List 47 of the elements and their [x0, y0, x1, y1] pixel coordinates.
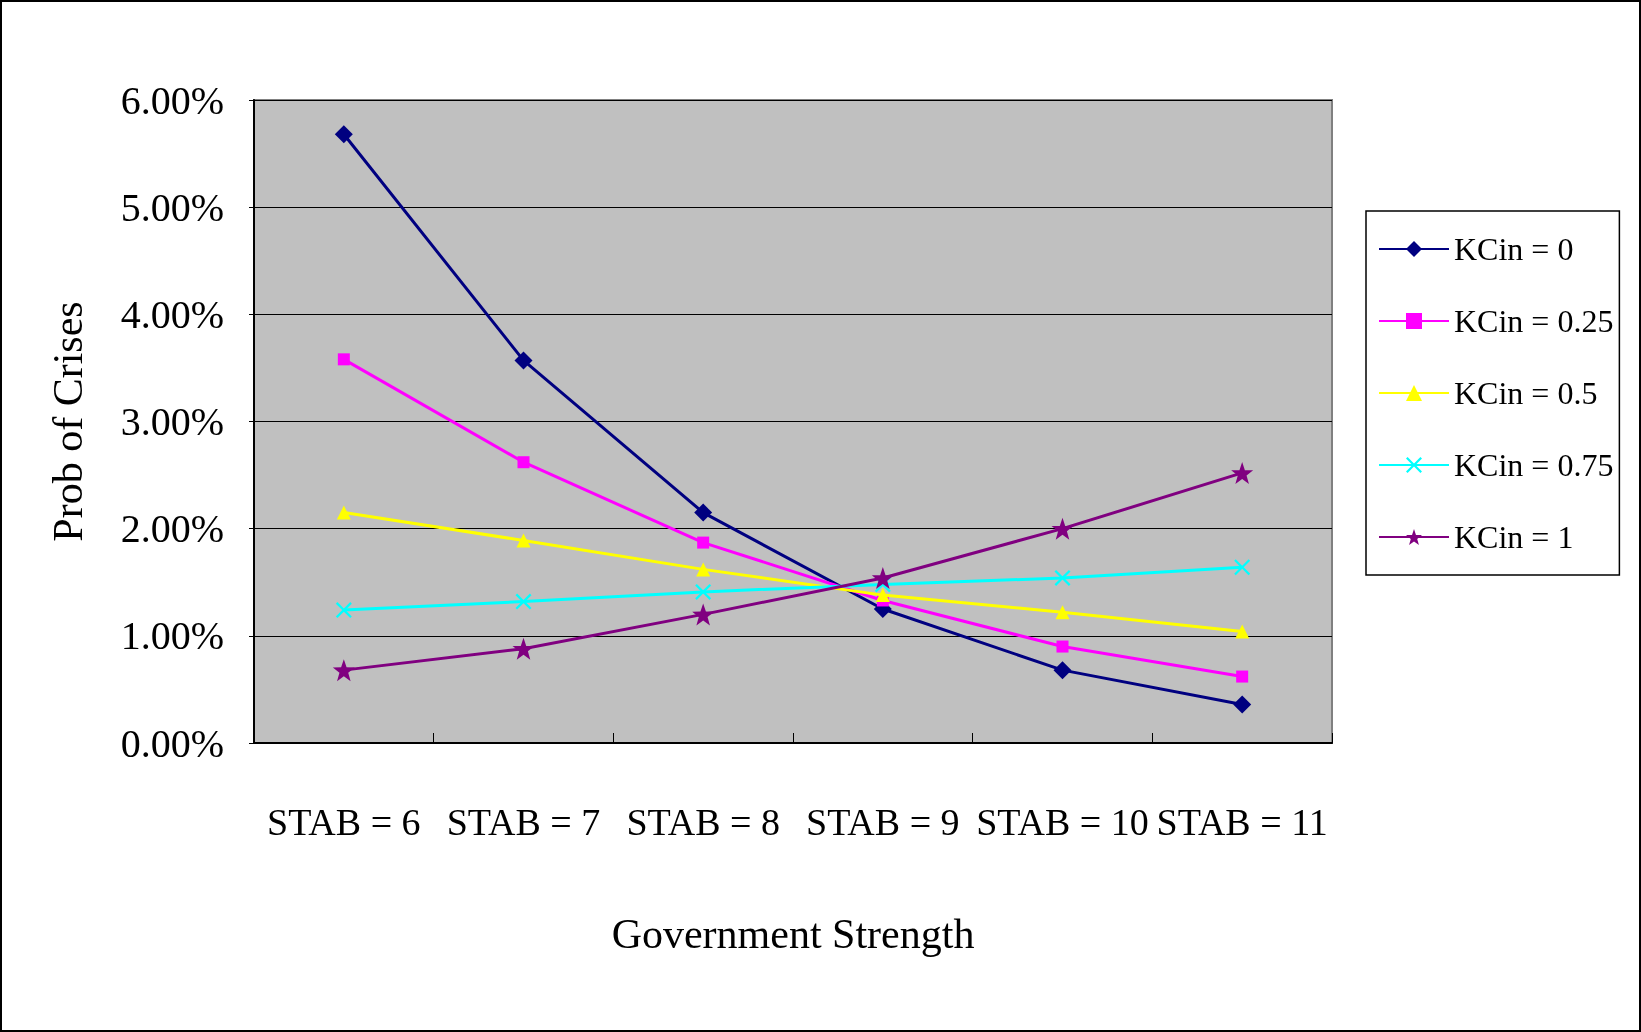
- point: [875, 588, 890, 603]
- y-tick-label: 1.00%: [120, 613, 224, 659]
- point: [696, 562, 711, 577]
- point: [1055, 605, 1070, 620]
- y-tick-label: 0.00%: [120, 720, 224, 766]
- point: [337, 353, 350, 366]
- legend-label: KCin = 0: [1454, 231, 1574, 267]
- x-tick-label: STAB = 9: [806, 801, 960, 843]
- point: [1051, 517, 1074, 540]
- point: [695, 583, 712, 600]
- point: [517, 456, 530, 469]
- x-tick-label: STAB = 10: [976, 801, 1149, 843]
- point: [332, 659, 355, 682]
- y-tick-label: 3.00%: [120, 399, 224, 444]
- legend-label: KCin = 0.75: [1454, 447, 1614, 483]
- y-axis-title: Prob of Crises: [45, 301, 91, 542]
- point: [516, 533, 531, 548]
- point: [336, 505, 351, 520]
- point: [334, 125, 353, 144]
- point: [1236, 670, 1249, 683]
- point: [692, 603, 715, 626]
- point: [514, 351, 533, 370]
- point: [1054, 569, 1071, 586]
- point: [335, 602, 352, 619]
- y-tick-label: 6.00%: [120, 77, 224, 123]
- legend-label: KCin = 1: [1454, 519, 1574, 555]
- point: [694, 503, 713, 522]
- x-tick-label: STAB = 11: [1156, 801, 1328, 843]
- x-tick-label: STAB = 6: [267, 801, 421, 843]
- point: [1233, 695, 1252, 714]
- point: [512, 637, 535, 660]
- x-tick-label: STAB = 7: [446, 801, 601, 843]
- point: [697, 536, 710, 549]
- point: [1053, 661, 1072, 680]
- point: [1235, 624, 1250, 639]
- point: [1056, 640, 1069, 653]
- x-tick-label: STAB = 8: [626, 801, 780, 843]
- y-tick-label: 2.00%: [120, 506, 224, 552]
- legend-label: KCin = 0.5: [1454, 375, 1598, 411]
- y-tick-label: 4.00%: [120, 291, 224, 337]
- point: [515, 593, 532, 610]
- y-tick-label: 5.00%: [120, 184, 224, 230]
- legend-label: KCin = 0.25: [1454, 303, 1614, 339]
- point: [871, 566, 894, 589]
- x-axis-title: Government Strength: [611, 911, 975, 957]
- point: [1234, 559, 1251, 576]
- point: [1231, 461, 1254, 484]
